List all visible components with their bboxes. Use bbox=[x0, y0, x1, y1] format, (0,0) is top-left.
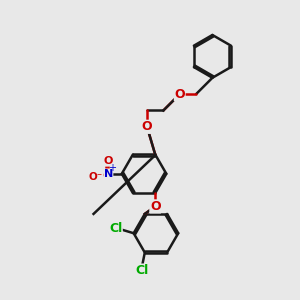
Text: N: N bbox=[104, 169, 113, 179]
Text: O⁻: O⁻ bbox=[89, 172, 103, 182]
Text: O: O bbox=[150, 200, 160, 213]
Text: O: O bbox=[142, 120, 152, 133]
Text: O: O bbox=[104, 156, 113, 166]
Text: Cl: Cl bbox=[109, 222, 122, 235]
Text: Cl: Cl bbox=[135, 264, 148, 277]
Text: +: + bbox=[108, 163, 116, 173]
Text: O: O bbox=[174, 88, 185, 100]
